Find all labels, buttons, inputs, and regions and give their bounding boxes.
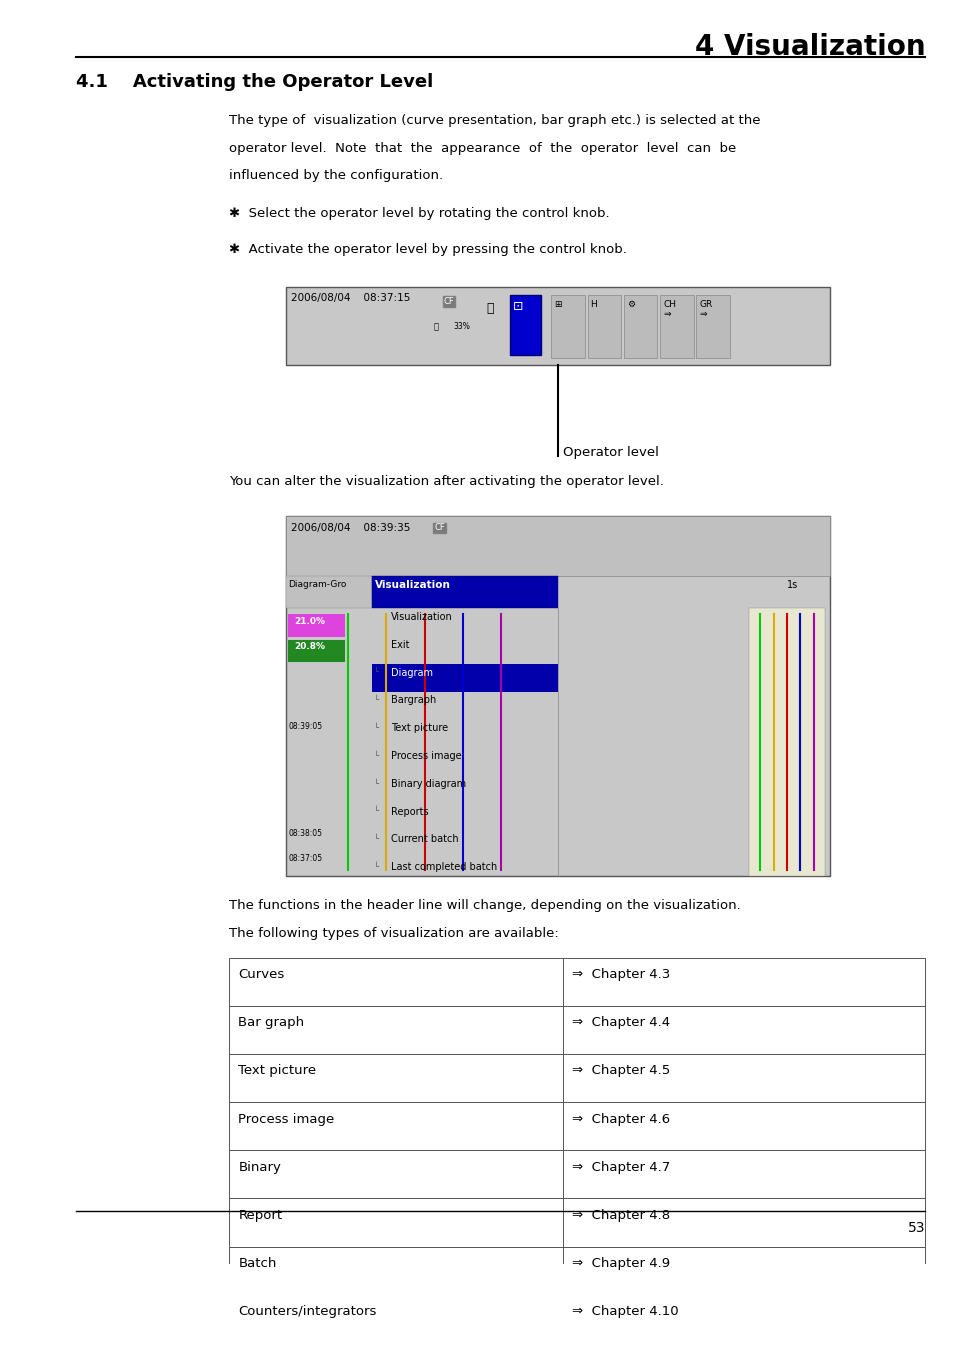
Text: CF: CF xyxy=(443,297,454,306)
Text: ⇒  Chapter 4.7: ⇒ Chapter 4.7 xyxy=(572,1161,670,1173)
Text: Batch: Batch xyxy=(238,1257,276,1269)
Text: 08:38:05: 08:38:05 xyxy=(288,829,322,838)
Text: Text picture: Text picture xyxy=(238,1065,316,1077)
Text: └: └ xyxy=(374,834,378,844)
Text: CH
⇒: CH ⇒ xyxy=(662,300,676,319)
FancyBboxPatch shape xyxy=(372,576,558,608)
Text: Bargraph: Bargraph xyxy=(391,695,436,705)
FancyBboxPatch shape xyxy=(229,1006,924,1054)
Text: Diagram: Diagram xyxy=(391,667,433,678)
FancyBboxPatch shape xyxy=(510,294,540,355)
FancyBboxPatch shape xyxy=(286,516,829,876)
Text: Counters/integrators: Counters/integrators xyxy=(238,1304,376,1318)
FancyBboxPatch shape xyxy=(229,1199,924,1246)
FancyBboxPatch shape xyxy=(229,1150,924,1199)
Text: operator level.  Note  that  the  appearance  of  the  operator  level  can  be: operator level. Note that the appearance… xyxy=(229,142,736,155)
Text: ⊡: ⊡ xyxy=(513,300,523,313)
Text: ✱  Select the operator level by rotating the control knob.: ✱ Select the operator level by rotating … xyxy=(229,208,609,220)
Text: Process image: Process image xyxy=(238,1112,335,1126)
Text: 1s: 1s xyxy=(786,580,798,590)
Text: 🔔: 🔔 xyxy=(486,302,494,315)
Text: Visualization: Visualization xyxy=(391,612,453,622)
FancyBboxPatch shape xyxy=(286,516,829,576)
FancyBboxPatch shape xyxy=(372,664,558,691)
FancyBboxPatch shape xyxy=(286,576,372,608)
Text: 08:39:05: 08:39:05 xyxy=(288,722,322,730)
Text: ⇒  Chapter 4.8: ⇒ Chapter 4.8 xyxy=(572,1208,670,1222)
Text: Bar graph: Bar graph xyxy=(238,1017,304,1030)
Text: influenced by the configuration.: influenced by the configuration. xyxy=(229,169,442,182)
Text: ⇒  Chapter 4.4: ⇒ Chapter 4.4 xyxy=(572,1017,670,1030)
Text: 21.0%: 21.0% xyxy=(294,617,324,626)
FancyBboxPatch shape xyxy=(587,294,620,358)
Text: └: └ xyxy=(374,667,378,676)
Text: Curves: Curves xyxy=(238,968,284,981)
Text: 2006/08/04    08:39:35: 2006/08/04 08:39:35 xyxy=(291,524,410,533)
Text: └: └ xyxy=(374,695,378,705)
Text: You can alter the visualization after activating the operator level.: You can alter the visualization after ac… xyxy=(229,475,663,489)
Text: 53: 53 xyxy=(907,1222,924,1235)
Text: └: └ xyxy=(374,863,378,871)
Text: Diagram-Gro: Diagram-Gro xyxy=(288,580,346,590)
FancyBboxPatch shape xyxy=(229,1103,924,1150)
Text: Last completed batch: Last completed batch xyxy=(391,863,497,872)
Text: CF: CF xyxy=(434,524,444,532)
Text: CF: CF xyxy=(434,524,444,532)
Text: 33%: 33% xyxy=(453,323,470,331)
FancyBboxPatch shape xyxy=(551,294,584,358)
Text: Binary: Binary xyxy=(238,1161,281,1173)
Text: ⇒  Chapter 4.5: ⇒ Chapter 4.5 xyxy=(572,1065,670,1077)
Text: └: └ xyxy=(374,806,378,815)
FancyBboxPatch shape xyxy=(229,958,924,1006)
FancyBboxPatch shape xyxy=(286,288,829,366)
FancyBboxPatch shape xyxy=(288,640,345,663)
FancyBboxPatch shape xyxy=(229,1295,924,1343)
FancyBboxPatch shape xyxy=(748,608,824,876)
Text: Visualization: Visualization xyxy=(375,580,451,590)
Text: H: H xyxy=(590,300,597,309)
Text: ⇒  Chapter 4.6: ⇒ Chapter 4.6 xyxy=(572,1112,670,1126)
Text: 4 Visualization: 4 Visualization xyxy=(694,32,924,61)
Text: The functions in the header line will change, depending on the visualization.: The functions in the header line will ch… xyxy=(229,899,740,911)
Text: ⇒  Chapter 4.3: ⇒ Chapter 4.3 xyxy=(572,968,670,981)
Text: GR
⇒: GR ⇒ xyxy=(699,300,712,319)
Text: ⇒  Chapter 4.9: ⇒ Chapter 4.9 xyxy=(572,1257,670,1269)
Text: ⚙: ⚙ xyxy=(626,300,635,309)
FancyBboxPatch shape xyxy=(229,1343,924,1350)
Text: 20.8%: 20.8% xyxy=(294,643,324,651)
FancyBboxPatch shape xyxy=(659,294,693,358)
Text: ✱  Activate the operator level by pressing the control knob.: ✱ Activate the operator level by pressin… xyxy=(229,243,626,255)
Text: Reports: Reports xyxy=(391,806,428,817)
Text: └: └ xyxy=(374,779,378,788)
Text: 2006/08/04    08:37:15: 2006/08/04 08:37:15 xyxy=(291,293,410,304)
Text: Report: Report xyxy=(238,1208,282,1222)
Text: └: └ xyxy=(374,724,378,732)
Text: Exit: Exit xyxy=(391,640,409,649)
Text: Operator level: Operator level xyxy=(562,447,658,459)
Text: Current batch: Current batch xyxy=(391,834,458,844)
Text: Binary diagram: Binary diagram xyxy=(391,779,466,788)
Text: 🔒: 🔒 xyxy=(434,323,438,331)
Text: Text picture: Text picture xyxy=(391,724,448,733)
Text: The type of  visualization (curve presentation, bar graph etc.) is selected at t: The type of visualization (curve present… xyxy=(229,113,760,127)
Text: 08:37:05: 08:37:05 xyxy=(288,855,322,864)
Text: The following types of visualization are available:: The following types of visualization are… xyxy=(229,926,558,940)
Text: 4.1    Activating the Operator Level: 4.1 Activating the Operator Level xyxy=(76,73,433,92)
FancyBboxPatch shape xyxy=(623,294,657,358)
Text: ⊞: ⊞ xyxy=(554,300,561,309)
Text: ⇒  Chapter 4.10: ⇒ Chapter 4.10 xyxy=(572,1304,679,1318)
FancyBboxPatch shape xyxy=(288,614,345,637)
FancyBboxPatch shape xyxy=(696,294,729,358)
Text: └: └ xyxy=(374,751,378,760)
FancyBboxPatch shape xyxy=(229,1246,924,1295)
Text: Process image: Process image xyxy=(391,751,461,761)
FancyBboxPatch shape xyxy=(229,1054,924,1103)
